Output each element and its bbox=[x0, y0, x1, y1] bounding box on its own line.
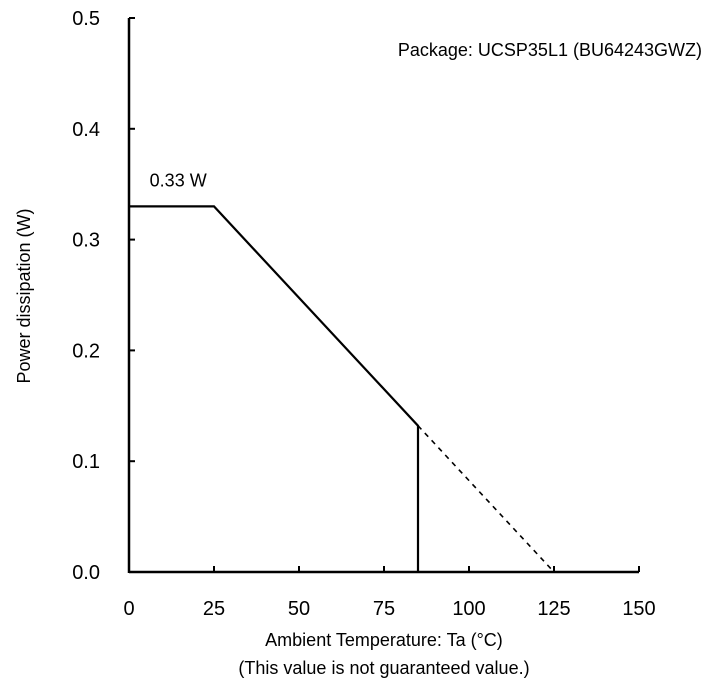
chart-annotation: 0.33 W bbox=[150, 170, 207, 190]
extrapolated-derating-line bbox=[417, 425, 555, 573]
x-tick-label: 75 bbox=[373, 598, 395, 620]
y-tick-label: 0.4 bbox=[72, 119, 100, 141]
x-tick-label: 0 bbox=[123, 598, 134, 620]
axes bbox=[127, 18, 639, 574]
x-tick-label: 25 bbox=[203, 598, 225, 620]
y-tick-label: 0.5 bbox=[72, 8, 100, 30]
x-tick-label: 50 bbox=[288, 598, 310, 620]
x-axis-note: (This value is not guaranteed value.) bbox=[238, 658, 529, 678]
y-tick-label: 0.0 bbox=[72, 562, 100, 584]
x-tick-label: 125 bbox=[537, 598, 570, 620]
data-lines bbox=[129, 205, 555, 573]
y-tick-label: 0.1 bbox=[72, 451, 100, 473]
derating-curve-line bbox=[129, 205, 420, 572]
y-tick-label: 0.3 bbox=[72, 230, 100, 252]
y-tick-label: 0.2 bbox=[72, 340, 100, 362]
chart-annotation: Package: UCSP35L1 (BU64243GWZ) bbox=[398, 40, 702, 60]
ticks: 0 25 50 75 100 125 150 0.0 0.1 0.2 0.3 0.4 0.5 bbox=[72, 8, 656, 620]
y-axis-title: Power dissipation (W) bbox=[14, 208, 34, 383]
annotations: Package: UCSP35L1 (BU64243GWZ) 0.33 W bbox=[150, 40, 702, 190]
x-tick-label: 100 bbox=[452, 598, 485, 620]
x-tick-label: 150 bbox=[622, 598, 655, 620]
x-axis-title: Ambient Temperature: Ta (°C) bbox=[265, 630, 503, 650]
